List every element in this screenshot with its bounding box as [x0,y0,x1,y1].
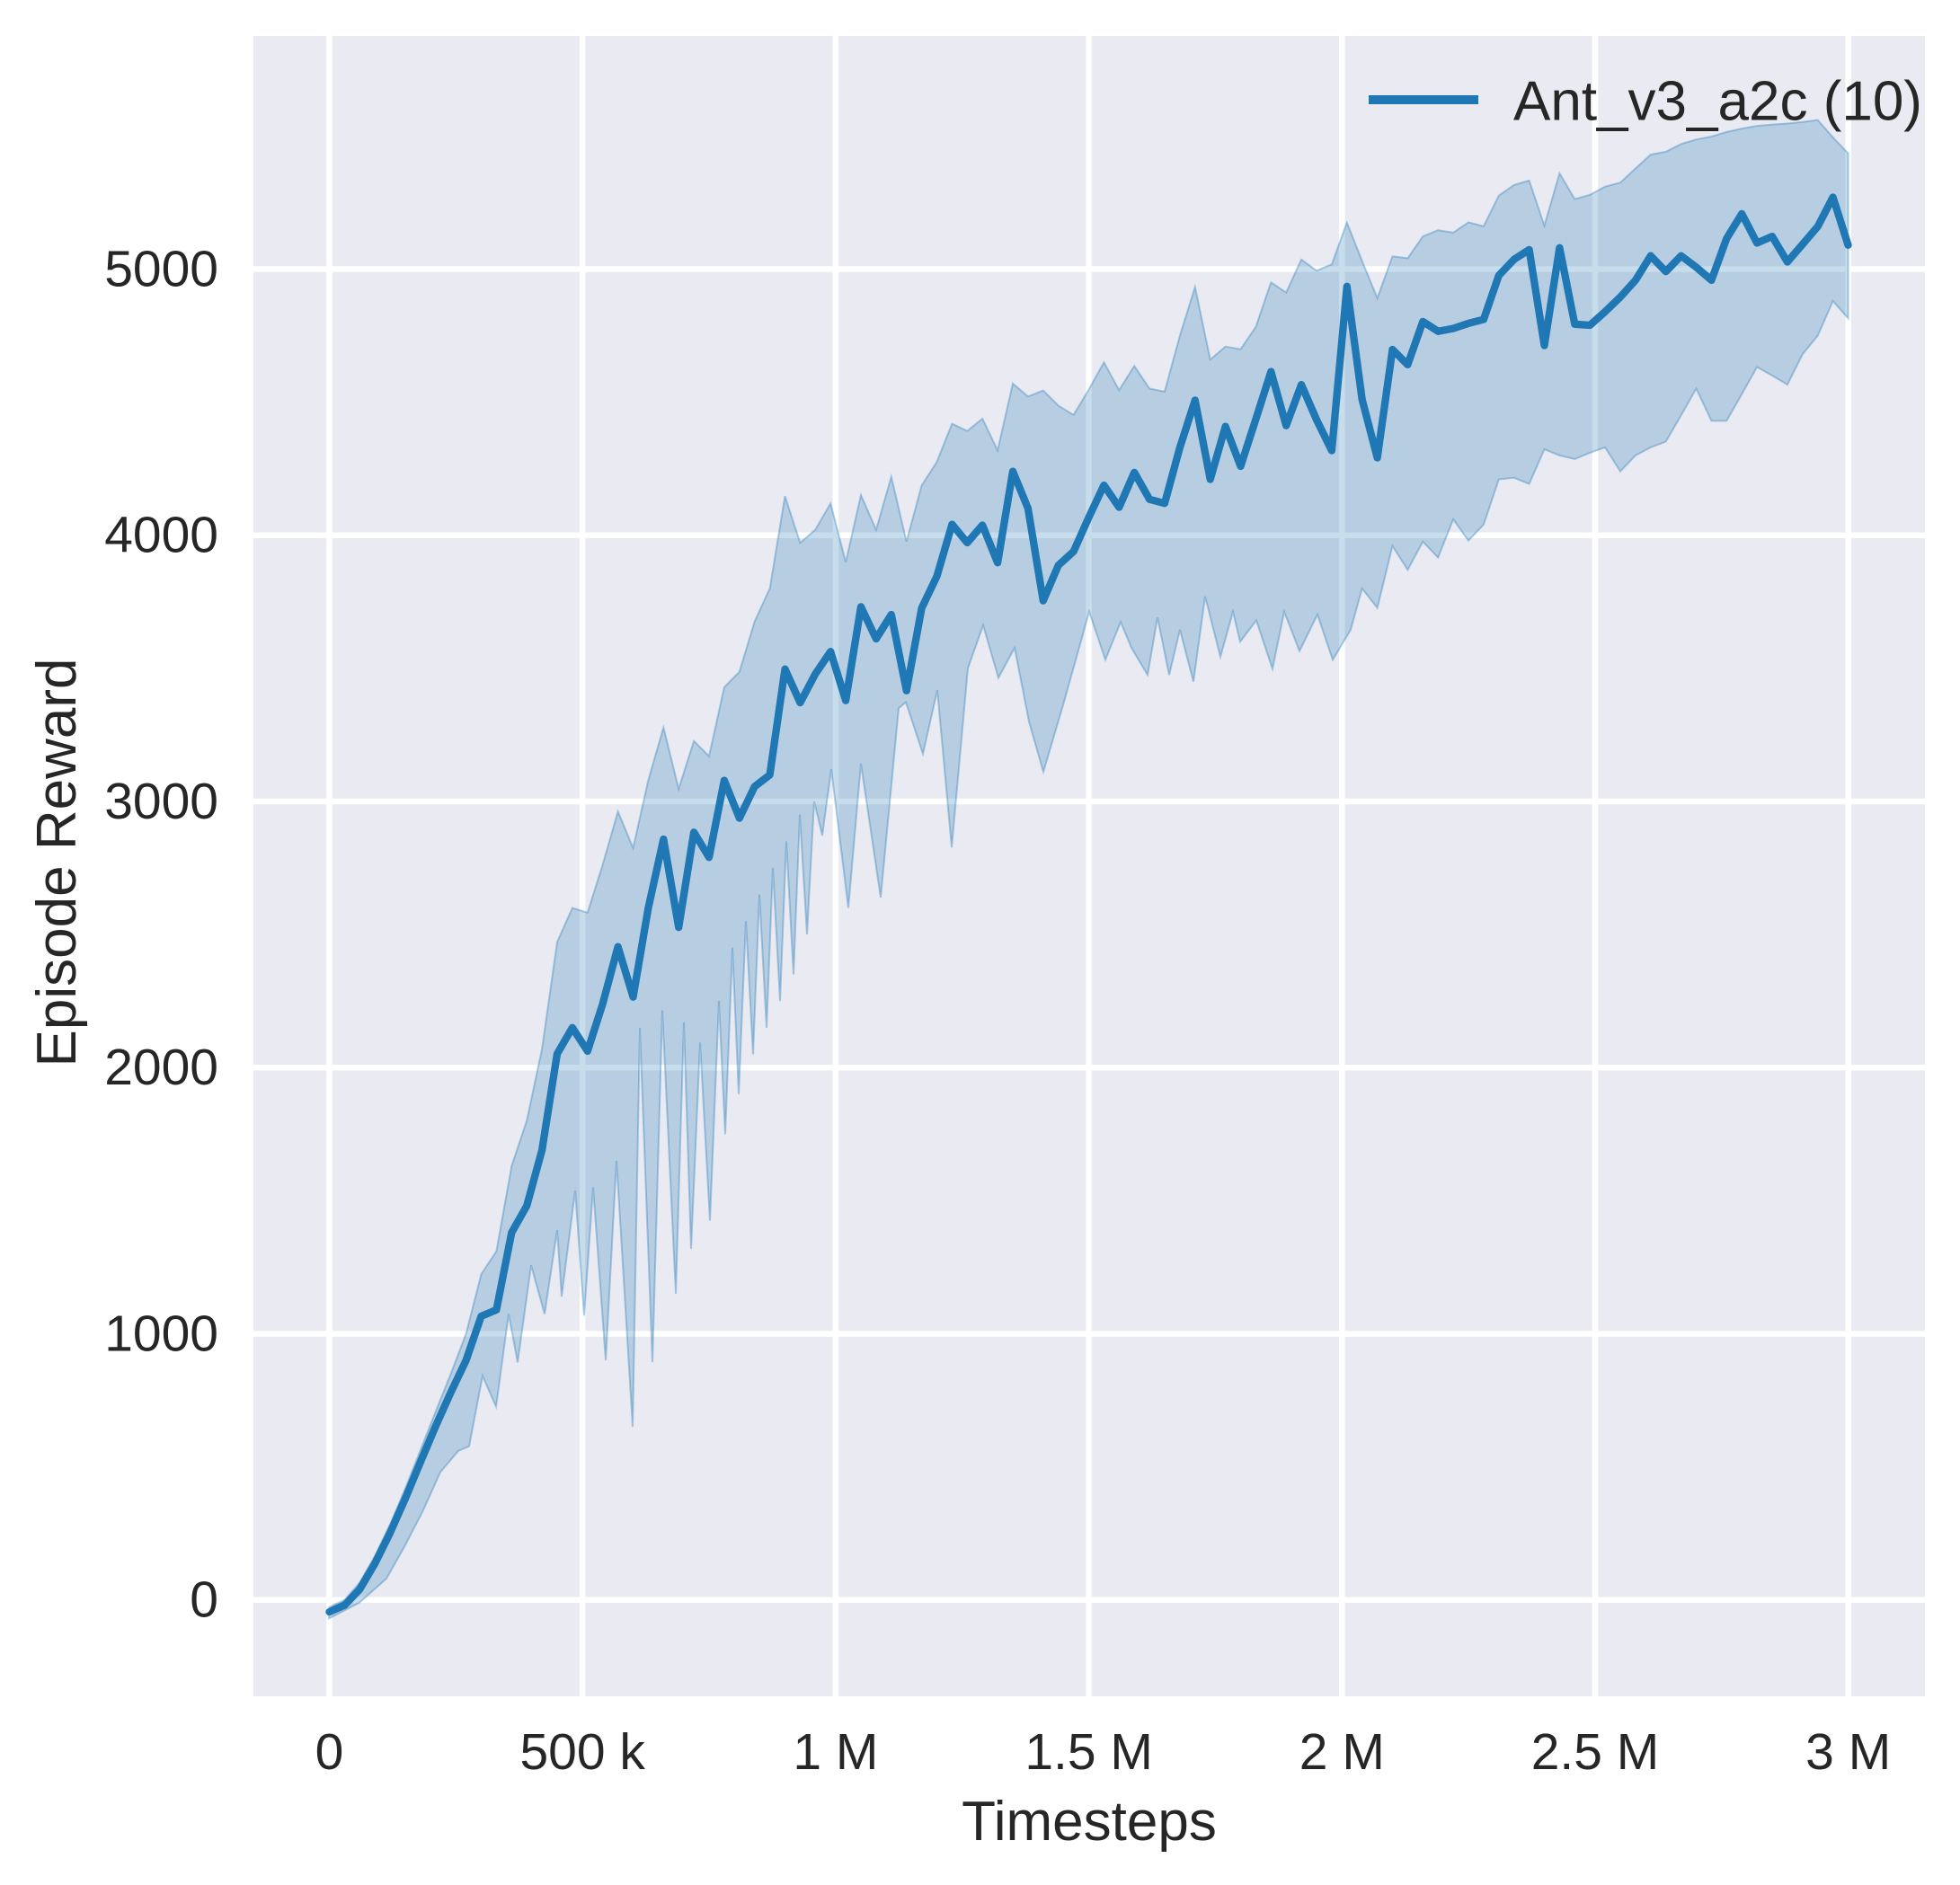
svg-text:2.5 M: 2.5 M [1531,1723,1660,1781]
svg-text:5000: 5000 [104,241,218,298]
svg-text:1000: 1000 [104,1305,218,1363]
svg-text:Timesteps: Timesteps [962,1791,1217,1853]
svg-text:Ant_v3_a2c (10): Ant_v3_a2c (10) [1513,71,1922,133]
svg-text:0: 0 [190,1571,218,1629]
svg-text:4000: 4000 [104,507,218,564]
svg-text:1 M: 1 M [793,1723,878,1781]
svg-text:0: 0 [315,1723,344,1781]
svg-text:1.5 M: 1.5 M [1024,1723,1153,1781]
svg-text:500 k: 500 k [519,1723,645,1781]
svg-text:3 M: 3 M [1805,1723,1891,1781]
svg-text:2000: 2000 [104,1039,218,1096]
svg-text:Episode Reward: Episode Reward [26,659,88,1067]
svg-text:2 M: 2 M [1299,1723,1385,1781]
svg-text:3000: 3000 [104,773,218,830]
